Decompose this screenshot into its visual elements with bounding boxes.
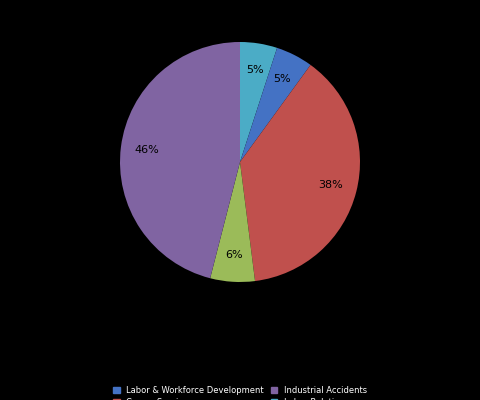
Text: 46%: 46% — [135, 145, 159, 155]
Text: 5%: 5% — [274, 74, 291, 84]
Wedge shape — [210, 162, 255, 282]
Text: 6%: 6% — [225, 250, 243, 260]
Legend: Labor & Workforce Development, Career Services, Labor Standards, Industrial Acci: Labor & Workforce Development, Career Se… — [110, 383, 370, 400]
Text: 5%: 5% — [246, 64, 264, 74]
Wedge shape — [240, 42, 277, 162]
Wedge shape — [240, 65, 360, 281]
Wedge shape — [240, 48, 311, 162]
Text: 38%: 38% — [318, 180, 343, 190]
Wedge shape — [120, 42, 240, 278]
